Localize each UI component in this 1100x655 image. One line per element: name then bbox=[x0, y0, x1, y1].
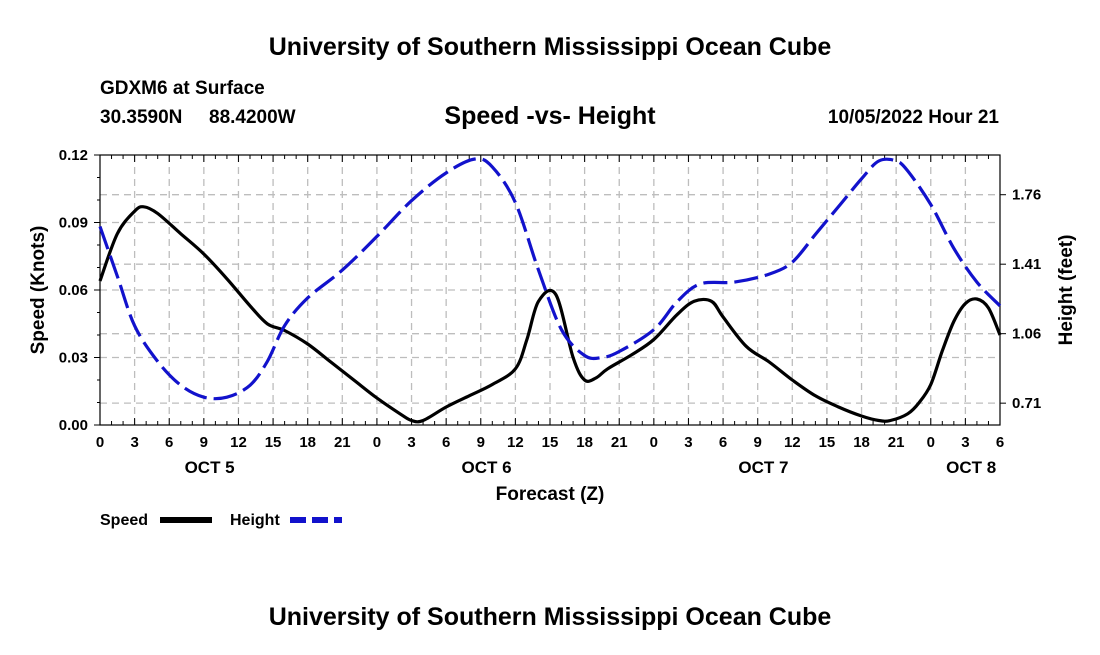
x-tick-label: 9 bbox=[754, 434, 762, 451]
latitude-label: 30.3590N bbox=[100, 107, 182, 128]
x-tick-label: 9 bbox=[200, 434, 208, 451]
chart-title: Speed -vs- Height bbox=[444, 102, 656, 130]
x-tick-label: 3 bbox=[407, 434, 415, 451]
legend-speed-label: Speed bbox=[100, 512, 148, 529]
x-tick-label: 21 bbox=[334, 434, 351, 451]
x-tick-label: 18 bbox=[299, 434, 316, 451]
x-tick-label: 3 bbox=[130, 434, 138, 451]
legend: Speed Height bbox=[100, 512, 342, 529]
height-series-line bbox=[98, 157, 1002, 401]
x-tick-label: 21 bbox=[611, 434, 628, 451]
x-tick-label: 12 bbox=[784, 434, 801, 451]
valid-time-label: 10/05/2022 Hour 21 bbox=[828, 107, 1000, 128]
right-y-tick-label: 0.71 bbox=[1012, 395, 1041, 412]
right-y-tick-label: 1.06 bbox=[1012, 326, 1041, 343]
x-tick-label: 15 bbox=[542, 434, 559, 451]
x-tick-label: 3 bbox=[684, 434, 692, 451]
left-y-tick-label: 0.06 bbox=[59, 282, 88, 299]
left-y-tick-label: 0.09 bbox=[59, 215, 88, 232]
left-y-tick-label: 0.12 bbox=[59, 147, 88, 164]
left-axis-label: Speed (Knots) bbox=[28, 226, 49, 355]
x-tick-label: 15 bbox=[819, 434, 836, 451]
x-tick-label: 15 bbox=[265, 434, 282, 451]
station-label: GDXM6 at Surface bbox=[100, 78, 265, 99]
right-y-tick-label: 1.41 bbox=[1012, 256, 1041, 273]
speed-series-line bbox=[98, 205, 1002, 424]
x-tick-label: 0 bbox=[927, 434, 935, 451]
axis-labels: 0 3 6 9 12 15 18 21 0 3 6 9 12 15 18 21 0 3 6 9 12 15 18 21 0 3 6O… bbox=[59, 147, 1041, 477]
x-tick-label: 0 bbox=[96, 434, 104, 451]
series-group bbox=[98, 157, 1002, 424]
x-tick-label: 12 bbox=[230, 434, 247, 451]
date-label: OCT 8 bbox=[946, 458, 996, 477]
x-tick-label: 0 bbox=[650, 434, 658, 451]
x-tick-label: 6 bbox=[442, 434, 450, 451]
x-tick-label: 9 bbox=[477, 434, 485, 451]
x-tick-label: 18 bbox=[576, 434, 593, 451]
longitude-label: 88.4200W bbox=[209, 107, 296, 128]
date-label: OCT 6 bbox=[462, 458, 512, 477]
x-axis-label: Forecast (Z) bbox=[496, 484, 605, 505]
x-tick-label: 0 bbox=[373, 434, 381, 451]
left-y-tick-label: 0.00 bbox=[59, 417, 88, 434]
legend-height-label: Height bbox=[230, 512, 280, 529]
right-y-tick-label: 1.76 bbox=[1012, 187, 1041, 204]
axis-ticks bbox=[94, 154, 1006, 426]
x-tick-label: 12 bbox=[507, 434, 524, 451]
x-tick-label: 6 bbox=[165, 434, 173, 451]
x-tick-label: 6 bbox=[996, 434, 1004, 451]
date-label: OCT 5 bbox=[185, 458, 235, 477]
left-y-tick-label: 0.03 bbox=[59, 350, 88, 367]
x-tick-label: 21 bbox=[888, 434, 905, 451]
x-tick-label: 18 bbox=[853, 434, 870, 451]
x-tick-label: 6 bbox=[719, 434, 727, 451]
footer-title: University of Southern Mississippi Ocean… bbox=[269, 603, 832, 631]
right-axis-label: Height (feet) bbox=[1056, 235, 1077, 346]
x-tick-label: 3 bbox=[961, 434, 969, 451]
page-title: University of Southern Mississippi Ocean… bbox=[269, 33, 832, 61]
date-label: OCT 7 bbox=[738, 458, 788, 477]
